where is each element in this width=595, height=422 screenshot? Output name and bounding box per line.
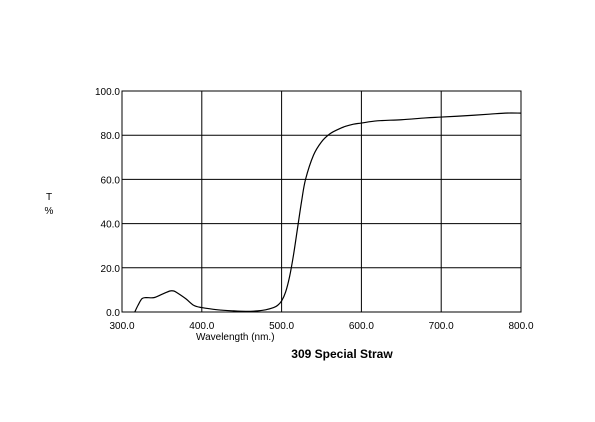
y-tick-label: 40.0 [101, 220, 121, 231]
x-tick-label: 500.0 [269, 321, 294, 332]
x-tick-label: 600.0 [349, 321, 374, 332]
y-tick-label: 0.0 [106, 308, 120, 319]
grid-lines [121, 90, 522, 313]
x-tick-label: 800.0 [508, 321, 533, 332]
x-tick-label: 300.0 [109, 321, 134, 332]
x-tick-label: 400.0 [189, 321, 214, 332]
y-axis-label-bottom: % [45, 206, 54, 217]
x-axis-label: Wavelength (nm.) [196, 332, 275, 343]
x-tick-label: 700.0 [429, 321, 454, 332]
y-tick-label: 60.0 [101, 175, 121, 186]
transmission-curve [134, 112, 522, 313]
y-axis-label-top: T [46, 192, 52, 203]
y-tick-label: 20.0 [101, 264, 121, 275]
x-tick-labels: 300.0 400.0 500.0 600.0 700.0 800.0 [109, 321, 533, 332]
chart-title: 309 Special Straw [291, 347, 393, 361]
y-tick-label: 80.0 [101, 131, 121, 142]
y-tick-label: 100.0 [95, 87, 120, 98]
plot-frame [121, 90, 522, 313]
y-tick-labels: 0.0 20.0 40.0 60.0 80.0 100.0 [95, 87, 120, 319]
